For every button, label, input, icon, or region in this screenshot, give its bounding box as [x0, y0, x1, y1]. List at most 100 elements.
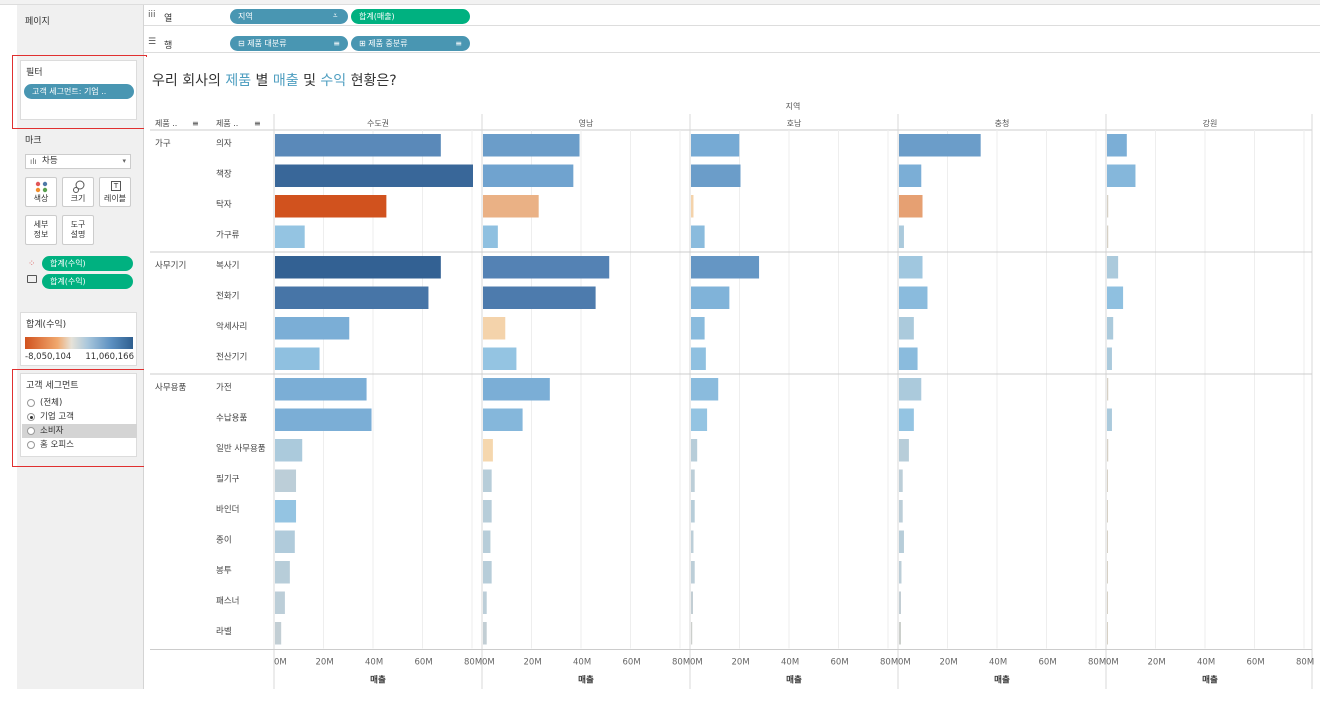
bar-충청[interactable]: [899, 317, 914, 340]
color-mark-button[interactable]: 색상: [25, 177, 57, 207]
bar-호남[interactable]: [691, 225, 705, 249]
bar-충청[interactable]: [899, 469, 903, 493]
bar-영남[interactable]: [483, 195, 539, 218]
bar-영남[interactable]: [483, 317, 506, 340]
bar-호남[interactable]: [691, 317, 705, 340]
bar-수도권[interactable]: [275, 256, 441, 279]
bar-강원[interactable]: [1107, 500, 1108, 523]
bar-호남[interactable]: [691, 256, 760, 279]
bar-충청[interactable]: [899, 530, 904, 554]
mark-type-select[interactable]: ılı 차등 ▾: [25, 154, 131, 169]
bar-호남[interactable]: [691, 286, 730, 310]
segment-option-corporate[interactable]: 기업 고객: [22, 410, 137, 424]
segment-option-home-office[interactable]: 홈 오피스: [22, 438, 137, 452]
bar-호남[interactable]: [691, 439, 698, 462]
bar-영남[interactable]: [483, 164, 574, 188]
bar-수도권[interactable]: [275, 195, 387, 218]
bar-호남[interactable]: [691, 378, 719, 401]
bar-강원[interactable]: [1107, 164, 1136, 188]
bar-충청[interactable]: [899, 500, 903, 523]
bar-충청[interactable]: [899, 286, 928, 310]
bar-영남[interactable]: [483, 347, 517, 371]
bar-강원[interactable]: [1107, 256, 1119, 279]
bar-충청[interactable]: [899, 439, 909, 462]
bar-충청[interactable]: [899, 622, 901, 645]
bar-영남[interactable]: [483, 591, 487, 615]
bar-호남[interactable]: [691, 347, 706, 371]
bar-강원[interactable]: [1107, 530, 1108, 554]
bar-호남[interactable]: [691, 622, 693, 645]
label-mark-button[interactable]: T 레이블: [99, 177, 131, 207]
bar-강원[interactable]: [1107, 591, 1108, 615]
mark-pill-color-profit[interactable]: 합계(수익): [42, 256, 133, 271]
bar-호남[interactable]: [691, 591, 693, 615]
bar-영남[interactable]: [483, 225, 498, 249]
bar-호남[interactable]: [691, 164, 741, 188]
bar-충청[interactable]: [899, 134, 981, 157]
bar-영남[interactable]: [483, 408, 523, 432]
sort-icon[interactable]: ≡: [192, 119, 199, 128]
bar-강원[interactable]: [1107, 378, 1109, 401]
bar-충청[interactable]: [899, 408, 914, 432]
bar-수도권[interactable]: [275, 469, 297, 493]
columns-pill-region[interactable]: 지역: [230, 9, 348, 24]
bar-강원[interactable]: [1107, 347, 1112, 371]
tooltip-mark-button[interactable]: 도구 설명: [62, 215, 94, 245]
bar-영남[interactable]: [483, 622, 487, 645]
bar-호남[interactable]: [691, 561, 695, 584]
bar-충청[interactable]: [899, 561, 902, 584]
detail-mark-button[interactable]: 세부 정보: [25, 215, 57, 245]
bar-호남[interactable]: [691, 134, 740, 157]
bar-강원[interactable]: [1107, 225, 1109, 249]
size-mark-button[interactable]: 크기: [62, 177, 94, 207]
bar-강원[interactable]: [1107, 134, 1127, 157]
bar-수도권[interactable]: [275, 378, 367, 401]
bar-강원[interactable]: [1107, 195, 1109, 218]
bar-강원[interactable]: [1107, 622, 1108, 645]
bar-충청[interactable]: [899, 347, 918, 371]
sort-icon[interactable]: ≡: [254, 119, 261, 128]
rows-pill-category[interactable]: ⊟ 제품 대분류 ≡: [230, 36, 348, 51]
bar-호남[interactable]: [691, 408, 708, 432]
bar-강원[interactable]: [1107, 408, 1112, 432]
bar-충청[interactable]: [899, 164, 922, 188]
bar-호남[interactable]: [691, 469, 695, 493]
bar-영남[interactable]: [483, 256, 610, 279]
rows-pill-subcategory[interactable]: ⊞ 제품 중분류 ≡: [351, 36, 470, 51]
segment-option-all[interactable]: (전체): [22, 396, 137, 410]
bar-충청[interactable]: [899, 591, 901, 615]
bar-수도권[interactable]: [275, 347, 320, 371]
bar-영남[interactable]: [483, 134, 580, 157]
bar-수도권[interactable]: [275, 591, 285, 615]
segment-option-consumer[interactable]: 소비자: [22, 424, 137, 438]
bar-영남[interactable]: [483, 378, 550, 401]
bar-수도권[interactable]: [275, 317, 350, 340]
bar-호남[interactable]: [691, 195, 694, 218]
bar-수도권[interactable]: [275, 561, 290, 584]
bar-충청[interactable]: [899, 256, 923, 279]
bar-수도권[interactable]: [275, 622, 282, 645]
bar-수도권[interactable]: [275, 408, 372, 432]
bar-수도권[interactable]: [275, 530, 295, 554]
bar-영남[interactable]: [483, 286, 596, 310]
mark-pill-tooltip-profit[interactable]: 합계(수익): [42, 274, 133, 289]
bar-강원[interactable]: [1107, 469, 1108, 493]
bar-강원[interactable]: [1107, 317, 1114, 340]
bar-영남[interactable]: [483, 500, 492, 523]
filter-pill-segment[interactable]: 고객 세그먼트: 기업 ..: [24, 84, 134, 99]
bar-수도권[interactable]: [275, 439, 303, 462]
bar-수도권[interactable]: [275, 500, 297, 523]
bar-수도권[interactable]: [275, 225, 305, 249]
bar-영남[interactable]: [483, 561, 492, 584]
bar-수도권[interactable]: [275, 134, 441, 157]
bar-영남[interactable]: [483, 469, 492, 493]
bar-수도권[interactable]: [275, 164, 473, 188]
bar-강원[interactable]: [1107, 439, 1109, 462]
bar-강원[interactable]: [1107, 561, 1108, 584]
bar-호남[interactable]: [691, 530, 694, 554]
bar-영남[interactable]: [483, 530, 491, 554]
bar-수도권[interactable]: [275, 286, 429, 310]
columns-pill-sales[interactable]: 합계(매출): [351, 9, 470, 24]
bar-영남[interactable]: [483, 439, 493, 462]
bar-호남[interactable]: [691, 500, 695, 523]
